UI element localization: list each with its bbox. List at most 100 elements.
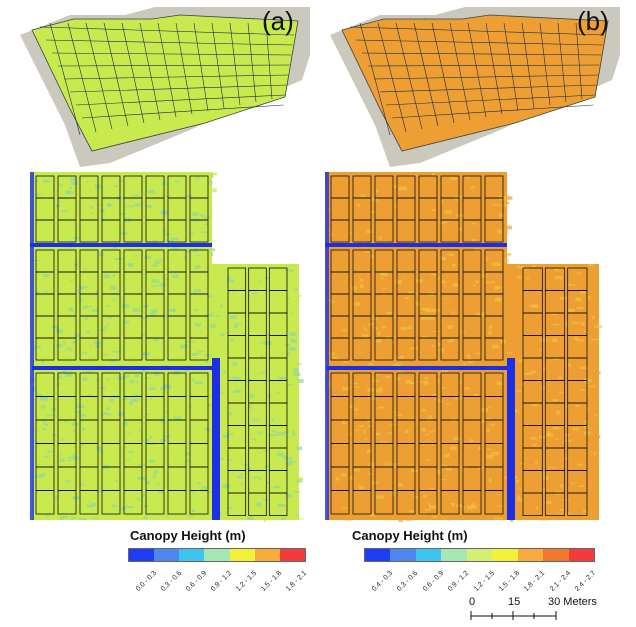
- canopy-texture: [95, 172, 99, 175]
- canopy-texture: [517, 495, 521, 499]
- canopy-texture: [546, 403, 552, 407]
- field-area: [30, 172, 299, 520]
- canopy-texture: [281, 368, 287, 372]
- canopy-texture: [144, 499, 147, 502]
- legend-tick-label: 2.4 - 2.7: [574, 569, 598, 593]
- canopy-texture: [398, 186, 407, 191]
- canopy-texture: [446, 403, 451, 405]
- canopy-texture: [42, 419, 46, 424]
- canopy-texture: [374, 258, 382, 261]
- canopy-texture: [102, 412, 107, 415]
- canopy-texture: [197, 510, 205, 512]
- canopy-texture: [206, 313, 215, 317]
- bare-ground-strip: [325, 172, 329, 520]
- canopy-texture: [144, 255, 152, 260]
- canopy-texture: [343, 361, 349, 363]
- canopy-texture: [485, 258, 489, 261]
- canopy-texture: [432, 308, 440, 313]
- canopy-texture: [291, 455, 300, 458]
- canopy-texture: [533, 366, 536, 369]
- canopy-texture: [110, 359, 118, 363]
- perspective-plot-line: [349, 26, 605, 36]
- canopy-texture: [158, 452, 164, 454]
- canopy-texture: [405, 296, 410, 299]
- legend-tick-label: 0.6 - 0.9: [184, 569, 208, 593]
- plot-cell: [189, 337, 209, 361]
- canopy-texture: [131, 216, 135, 218]
- canopy-texture: [362, 227, 370, 230]
- canopy-texture: [363, 382, 370, 384]
- canopy-texture: [455, 195, 464, 197]
- canopy-texture: [47, 185, 54, 187]
- canopy-texture: [499, 513, 505, 515]
- canopy-texture: [425, 439, 432, 441]
- canopy-texture: [223, 414, 231, 418]
- canopy-texture: [432, 173, 436, 177]
- canopy-texture: [389, 439, 398, 442]
- canopy-texture: [395, 289, 403, 294]
- canopy-texture: [42, 428, 47, 430]
- canopy-texture: [527, 454, 535, 457]
- plot-cell: [440, 219, 460, 243]
- canopy-texture: [559, 391, 565, 393]
- canopy-texture: [281, 337, 288, 340]
- legend-a-colorbar: [128, 548, 306, 562]
- canopy-texture: [364, 438, 368, 440]
- canopy-texture: [591, 295, 597, 298]
- canopy-texture: [227, 506, 233, 509]
- canopy-texture: [368, 323, 375, 326]
- canopy-texture: [412, 424, 417, 428]
- canopy-texture: [291, 342, 299, 347]
- canopy-texture: [155, 483, 161, 485]
- canopy-texture: [263, 418, 272, 422]
- canopy-texture: [529, 292, 532, 294]
- canopy-texture: [532, 453, 540, 457]
- canopy-texture: [132, 496, 140, 499]
- canopy-texture: [160, 387, 166, 390]
- canopy-texture: [152, 264, 158, 267]
- canopy-texture: [447, 339, 455, 342]
- canopy-texture: [94, 202, 103, 205]
- canopy-texture: [474, 264, 481, 268]
- canopy-texture: [342, 506, 347, 509]
- canopy-texture: [143, 516, 148, 519]
- canopy-texture: [172, 511, 180, 515]
- canopy-texture: [549, 327, 553, 329]
- canopy-texture: [145, 361, 151, 363]
- canopy-texture: [576, 306, 584, 309]
- canopy-texture: [380, 441, 383, 444]
- legend-tick-label: 1.2 - 1.5: [235, 569, 259, 593]
- perspective-plot-line: [467, 22, 487, 118]
- canopy-texture: [259, 385, 267, 388]
- canopy-texture: [263, 519, 266, 522]
- canopy-texture: [370, 324, 379, 328]
- canopy-texture: [476, 272, 482, 275]
- plot-cell: [396, 337, 416, 361]
- canopy-texture: [460, 214, 465, 217]
- canopy-texture: [262, 309, 265, 313]
- canopy-texture: [153, 235, 159, 240]
- canopy-texture: [152, 332, 159, 335]
- canopy-texture: [445, 298, 451, 300]
- canopy-texture: [36, 226, 40, 229]
- canopy-texture: [503, 267, 510, 269]
- canopy-texture: [479, 420, 485, 424]
- bare-ground-strip: [212, 358, 220, 520]
- canopy-texture: [260, 306, 265, 308]
- canopy-texture: [41, 360, 45, 364]
- canopy-texture: [577, 330, 583, 333]
- canopy-texture: [66, 392, 74, 396]
- panel-b-perspective-plot-grid: [349, 22, 605, 136]
- canopy-texture: [501, 204, 508, 207]
- canopy-texture: [421, 316, 428, 320]
- canopy-texture: [261, 280, 269, 283]
- canopy-texture: [329, 324, 336, 328]
- canopy-texture: [285, 395, 290, 398]
- canopy-texture: [329, 301, 336, 303]
- canopy-texture: [419, 172, 425, 175]
- canopy-texture: [147, 183, 156, 188]
- canopy-texture: [564, 433, 570, 437]
- canopy-texture: [338, 309, 345, 312]
- canopy-texture: [150, 312, 155, 316]
- canopy-texture: [272, 381, 275, 384]
